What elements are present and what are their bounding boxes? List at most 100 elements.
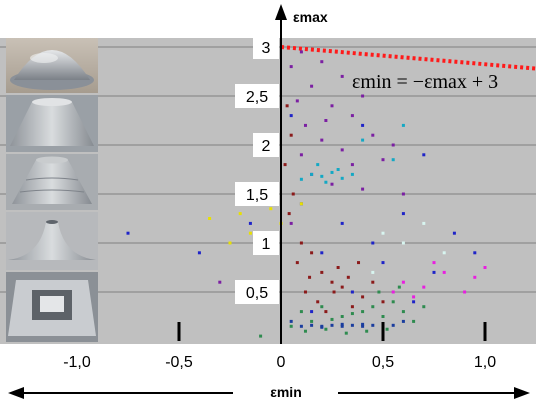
point-s4-2 <box>340 315 344 318</box>
point-s0-9 <box>303 123 307 127</box>
point-s0-24 <box>324 119 328 122</box>
y-tick-box-1 <box>253 231 279 255</box>
point-s2-9 <box>391 323 395 327</box>
x-tick-label-0: -1,0 <box>63 354 91 371</box>
x-tick-label-2: 0 <box>277 354 286 371</box>
point-s1-0 <box>289 114 293 118</box>
point-s4-12 <box>303 329 307 333</box>
point-s4-14 <box>344 331 348 335</box>
point-s7-2 <box>248 231 252 235</box>
point-s6-6 <box>432 261 436 265</box>
point-s2-6 <box>361 324 365 328</box>
point-s3-13 <box>350 305 354 309</box>
point-s3-11 <box>303 290 307 294</box>
point-s6-2 <box>422 285 426 289</box>
point-s8-0 <box>381 231 385 235</box>
point-s3-19 <box>357 261 361 265</box>
point-s0-1 <box>320 60 324 64</box>
point-s7-6 <box>299 202 303 206</box>
point-s3-21 <box>332 290 336 294</box>
point-s1-1 <box>361 123 365 127</box>
point-s5-9 <box>391 158 395 162</box>
point-s1-18 <box>473 251 477 255</box>
y-tick-labels: 0,5 1 1,5 2 2,5 3 <box>235 35 279 304</box>
y-axis-arrowhead <box>275 4 287 20</box>
point-s8-4 <box>371 270 375 274</box>
point-s5-0 <box>299 177 303 181</box>
point-s0-17 <box>330 182 334 186</box>
point-s3-15 <box>324 310 328 314</box>
point-s2-1 <box>310 323 314 327</box>
point-s6-3 <box>442 270 446 274</box>
point-s1-6 <box>340 221 344 225</box>
flared-sample-image <box>6 212 98 270</box>
point-s7-3 <box>228 241 232 245</box>
point-s4-5 <box>330 317 334 321</box>
point-s8-3 <box>442 251 446 255</box>
point-s6-8 <box>463 290 467 294</box>
x-tick-label-4: 1,0 <box>474 354 496 371</box>
point-s5-10 <box>401 123 405 127</box>
point-s2-3 <box>330 323 334 327</box>
limit-line <box>280 45 536 71</box>
point-s1-10 <box>381 261 385 265</box>
x-axis-title: εmin <box>270 384 302 400</box>
point-s3-6 <box>310 251 314 255</box>
limit-line-path <box>280 45 536 71</box>
point-s8-2 <box>422 221 426 225</box>
point-s4-15 <box>365 329 369 333</box>
limit-equation: εmin = −εmax + 3 <box>352 71 498 93</box>
point-s3-0 <box>285 104 289 108</box>
point-s6-7 <box>483 266 487 269</box>
point-s0-7 <box>330 104 334 108</box>
point-s3-22 <box>308 275 312 279</box>
point-s4-8 <box>381 315 385 318</box>
point-s0-22 <box>289 221 293 225</box>
y-tick-label-1: 1 <box>262 236 271 253</box>
point-s2-14 <box>401 319 405 323</box>
point-s2-0 <box>299 324 303 328</box>
y-tick-box-2 <box>235 182 279 206</box>
point-s1-16 <box>310 310 314 314</box>
point-s0-18 <box>361 187 365 191</box>
point-s3-10 <box>340 285 344 289</box>
conical-sample-image <box>6 95 98 152</box>
y-tick-label-5: 3 <box>262 40 271 57</box>
point-s1-11 <box>432 270 436 274</box>
y-tick-label-3: 2 <box>262 138 271 155</box>
point-s3-12 <box>316 300 320 304</box>
point-s0-21 <box>218 280 222 284</box>
point-s1-14 <box>350 290 354 294</box>
point-s2-13 <box>289 319 293 323</box>
point-s5-2 <box>320 174 324 178</box>
point-s8-1 <box>401 241 405 245</box>
y-tick-box-3 <box>253 133 279 157</box>
point-s6-5 <box>412 295 416 299</box>
point-s3-7 <box>295 261 299 265</box>
dome-sample-image <box>6 38 98 93</box>
point-s4-21 <box>422 305 426 309</box>
point-s4-0 <box>299 310 303 314</box>
y-tick-label-2: 1,5 <box>246 187 268 204</box>
point-s2-7 <box>371 323 375 327</box>
point-s0-19 <box>401 192 405 196</box>
wavy-cone-sample-image <box>6 154 98 210</box>
point-s1-17 <box>371 241 375 245</box>
x-tick-label-3: 0,5 <box>372 354 394 371</box>
point-s4-1 <box>320 305 324 309</box>
point-s3-3 <box>291 192 295 196</box>
point-s4-3 <box>361 310 365 314</box>
point-s4-7 <box>371 305 375 309</box>
point-s5-3 <box>330 170 334 174</box>
point-s7-4 <box>269 207 273 211</box>
point-s0-23 <box>391 143 395 147</box>
point-s5-4 <box>340 176 344 180</box>
point-s4-17 <box>377 290 381 294</box>
point-s5-6 <box>324 180 328 184</box>
point-s0-2 <box>289 65 293 69</box>
point-s1-7 <box>452 231 456 235</box>
point-s3-20 <box>346 275 350 279</box>
point-s1-8 <box>197 251 201 255</box>
point-s1-19 <box>248 221 252 225</box>
